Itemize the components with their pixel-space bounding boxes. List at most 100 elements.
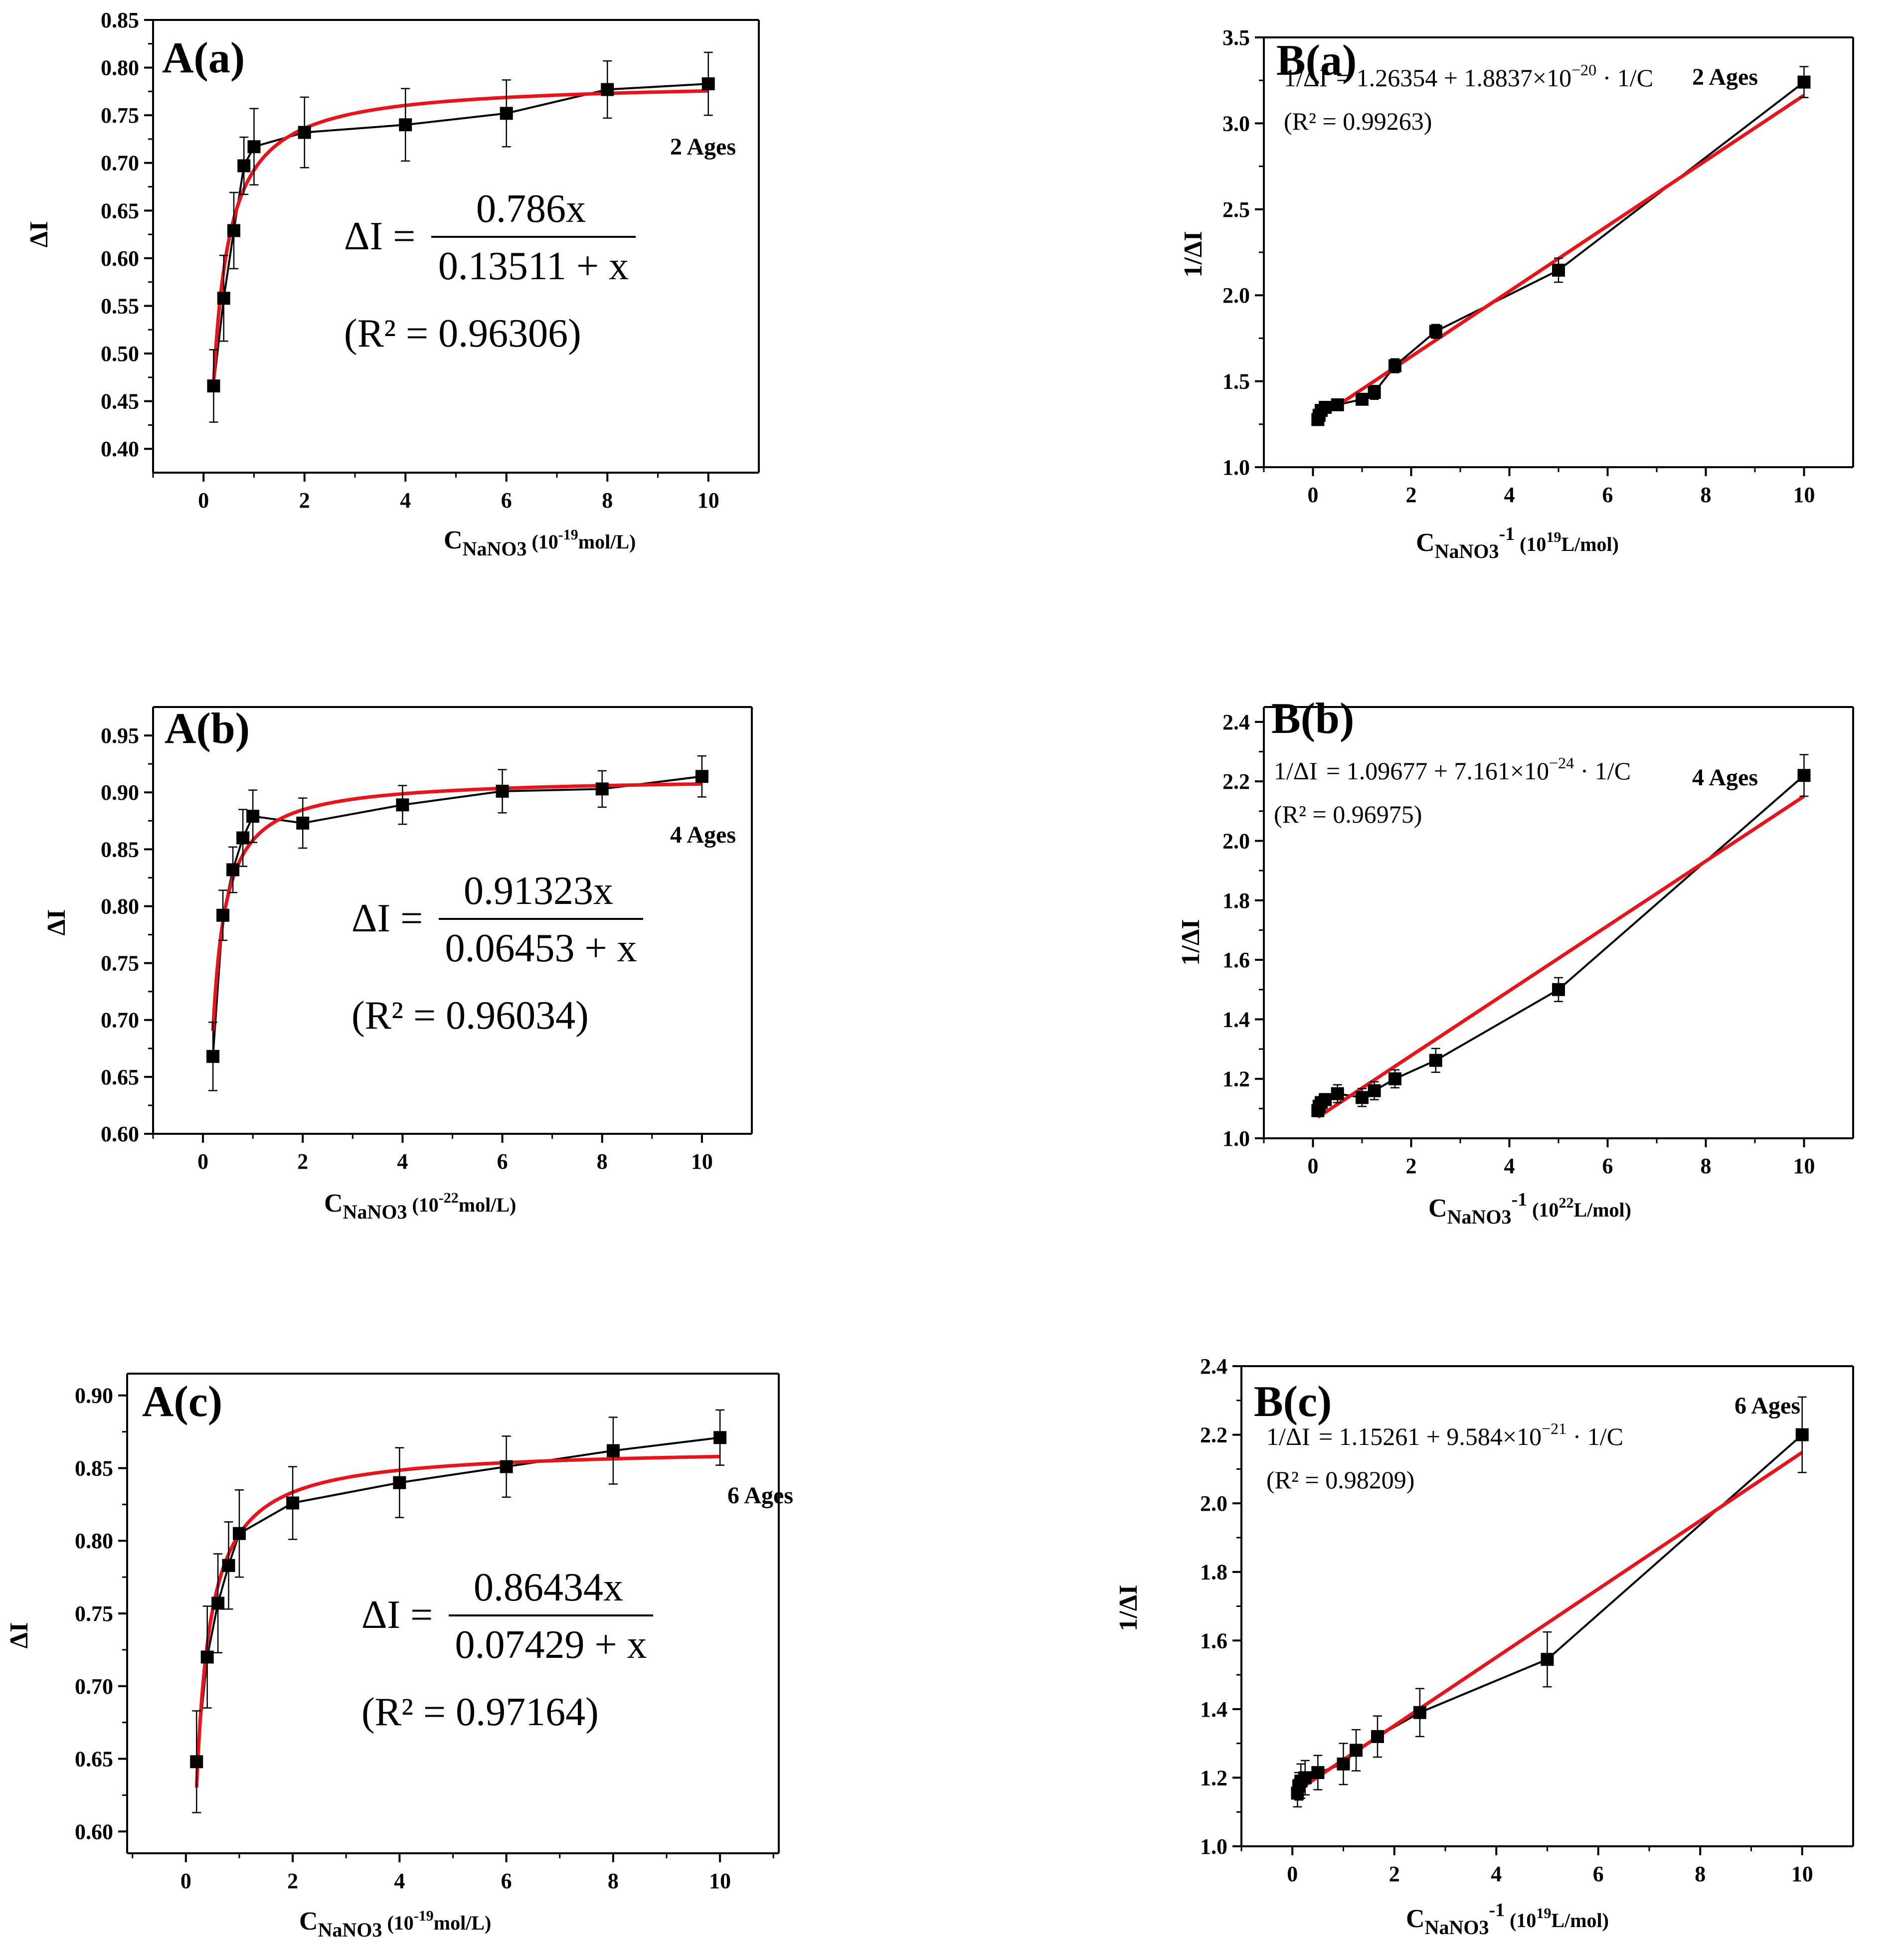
ages-label: 4 Ages (1692, 764, 1758, 791)
x-label-unit: L/mol) (1573, 1199, 1631, 1221)
y-tick-label: 1.0 (1222, 455, 1250, 480)
fit-curve (211, 782, 702, 1031)
x-axis-label: CNaNO3 (10-19mol/L) (444, 526, 636, 560)
data-point (211, 1596, 225, 1610)
data-point (701, 77, 715, 91)
x-tick-label: 0 (1308, 483, 1319, 507)
x-tick-label: 0 (198, 488, 209, 513)
x-tick-label: 4 (1491, 1862, 1502, 1886)
data-point (236, 831, 250, 845)
ages-label: 2 Ages (1692, 64, 1758, 90)
data-point (393, 1476, 406, 1489)
chart-panel-Ab: 0.60 0.65 0.70 0.75 0.80 0.85 0.90 0.95 0 2 4 6 8 10 A… (42, 705, 753, 1223)
x-label-superscript: -1 (1511, 1189, 1527, 1210)
y-tick-label: 0.85 (101, 8, 139, 32)
equation-r2: (R² = 0.98209) (1266, 1466, 1414, 1494)
equation-r2: (R² = 0.99263) (1284, 107, 1432, 135)
panel-label: A(c) (142, 1378, 222, 1426)
y-tick-label: 2.2 (1222, 769, 1250, 794)
x-label-exponent: 22 (1558, 1195, 1573, 1211)
x-tick-label: 10 (691, 1149, 713, 1174)
y-tick-label: 3.5 (1222, 25, 1250, 50)
x-label-unit: (10 (382, 1912, 413, 1934)
x-label-main: C (1416, 529, 1435, 557)
data-point (1388, 1072, 1401, 1085)
x-tick-label: 8 (608, 1869, 619, 1893)
data-point (595, 782, 609, 796)
y-tick-label: 1.8 (1222, 888, 1250, 913)
data-point (1371, 1730, 1385, 1743)
x-axis-label: CNaNO3-1 (1022L/mol) (1428, 1189, 1631, 1228)
x-tick-label: 0 (197, 1149, 208, 1174)
data-point (217, 292, 230, 305)
x-tick-label: 6 (1602, 483, 1613, 507)
x-label-exponent: 19 (1546, 529, 1561, 545)
chart-panel-Ba: 1.0 1.5 2.0 2.5 3.0 3.5 0 2 4 6 8 10 B(a) 2 Ages 1/ΔI C… (1179, 25, 1854, 562)
x-tick-label: 8 (1695, 1862, 1706, 1886)
data-point (1797, 75, 1811, 89)
y-tick-label: 0.75 (101, 103, 139, 128)
y-tick-label: 1.2 (1222, 1067, 1250, 1091)
x-tick-label: 2 (1389, 1862, 1400, 1886)
data-point (190, 1755, 203, 1769)
equation-r2: (R² = 0.97164) (361, 1690, 599, 1734)
x-label-unit: mol/L) (434, 1912, 492, 1934)
y-tick-label: 0.95 (101, 723, 139, 748)
data-point (1368, 1084, 1381, 1097)
data-point (396, 798, 409, 812)
y-tick-label: 1.5 (1222, 369, 1250, 394)
equation-lhs: ΔI = (361, 1593, 433, 1637)
x-label-superscript: -1 (1489, 1900, 1505, 1921)
data-point (226, 863, 240, 877)
x-tick-label: 0 (1308, 1154, 1319, 1178)
y-tick-label: 0.70 (101, 151, 139, 176)
data-point (1311, 1766, 1325, 1779)
ages-label: 6 Ages (1734, 1393, 1800, 1419)
equation-rhs-main: = 1.15261 + 9.584×10 (1319, 1422, 1542, 1450)
data-point (286, 1496, 300, 1510)
data-point (496, 784, 509, 798)
x-label-unit: mol/L) (578, 531, 636, 553)
data-point (1413, 1706, 1426, 1719)
x-tick-label: 8 (597, 1149, 608, 1174)
equation-tail: · 1/C (1596, 64, 1653, 92)
y-tick-label: 1.0 (1222, 1126, 1250, 1151)
y-tick-label: 2.2 (1200, 1423, 1227, 1447)
y-tick-label: 0.40 (101, 437, 139, 461)
chart-panel-Bb: 1.0 1.2 1.4 1.6 1.8 2.0 2.2 2.4 0 2 4 6 8 10 B(b) 4 Age… (1177, 695, 1854, 1228)
data-point (246, 810, 260, 823)
equation-r2: (R² = 0.96975) (1274, 800, 1422, 828)
y-tick-label: 0.60 (75, 1819, 113, 1844)
y-tick-label: 1.6 (1200, 1628, 1227, 1653)
y-tick-label: 1.4 (1222, 1007, 1250, 1032)
equation-lhs: 1/ΔI (1284, 64, 1328, 92)
x-label-unit: (10 (1505, 1909, 1536, 1932)
y-tick-label: 0.65 (101, 198, 139, 223)
x-label-subscript: NaNO3 (463, 537, 527, 560)
data-point (1552, 983, 1565, 996)
chart-panel-Ac: 0.60 0.65 0.70 0.75 0.80 0.85 0.90 0 2 4 6 8 10 A(c) 6… (5, 1373, 793, 1941)
x-tick-label: 8 (602, 488, 613, 513)
x-label-subscript: NaNO3 (1435, 540, 1499, 562)
x-label-main: C (299, 1907, 318, 1936)
chart-panel-Bc: 1.0 1.2 1.4 1.6 1.8 2.0 2.2 2.4 0 2 4 6 8 10 B(c) 6 Age… (1114, 1354, 1854, 1939)
y-axis-label: ΔI (42, 909, 71, 936)
equation-denominator: 0.13511 + x (438, 244, 629, 288)
equation-tail: · 1/C (1574, 757, 1631, 785)
panel-label: B(b) (1271, 695, 1354, 743)
x-axis-label: CNaNO3-1 (1019L/mol) (1406, 1900, 1609, 1939)
equation-numerator: 0.91323x (464, 869, 613, 913)
x-label-subscript: NaNO3 (1447, 1206, 1512, 1228)
data-point (1331, 398, 1344, 411)
y-axis-label: 1/ΔI (1179, 231, 1208, 277)
x-tick-label: 0 (180, 1869, 191, 1893)
data-point (1429, 325, 1442, 338)
data-series-line (212, 83, 708, 386)
ages-label: 6 Ages (727, 1482, 793, 1509)
y-tick-label: 2.0 (1222, 829, 1250, 853)
x-tick-label: 4 (400, 488, 411, 513)
data-point (216, 908, 230, 922)
data-point (399, 118, 412, 132)
y-tick-label: 0.75 (101, 951, 139, 976)
y-tick-label: 0.60 (101, 246, 139, 271)
